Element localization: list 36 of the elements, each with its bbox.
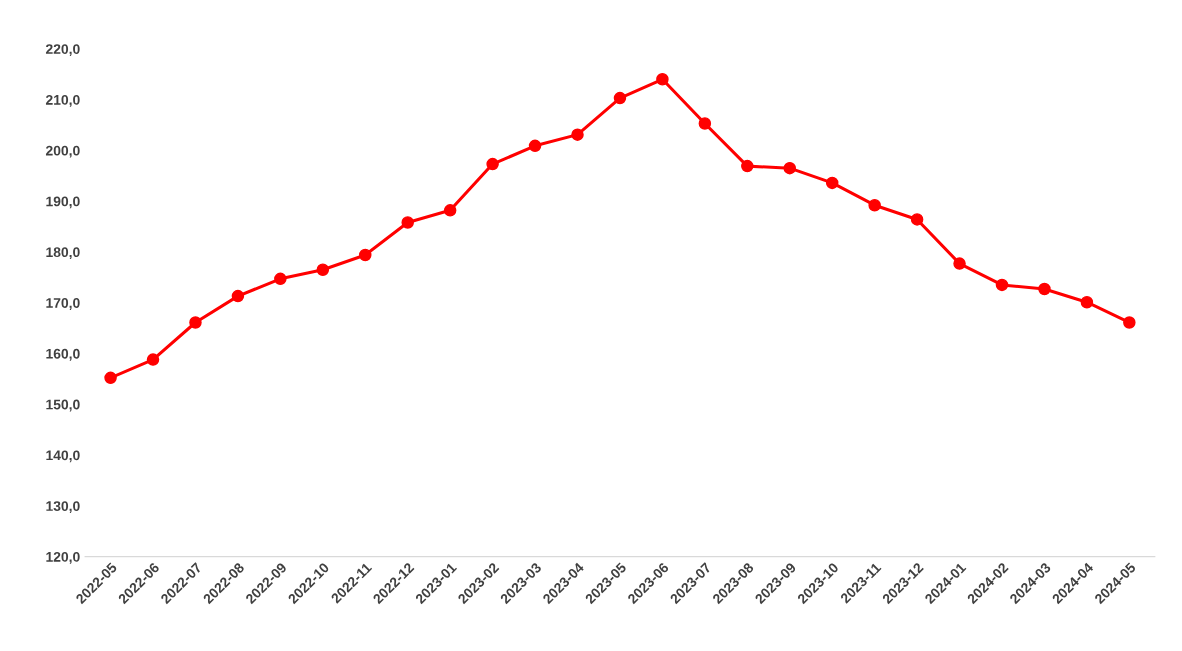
point xyxy=(868,198,881,212)
y-tick-label: 220,0 xyxy=(45,44,80,57)
y-tick-label: 180,0 xyxy=(46,247,80,260)
y-tick-label: 140,0 xyxy=(46,450,80,463)
point xyxy=(571,128,584,141)
point xyxy=(359,248,372,262)
point xyxy=(1038,282,1051,296)
point xyxy=(104,371,117,385)
point xyxy=(825,176,839,190)
y-tick-label: 160,0 xyxy=(46,348,80,361)
point xyxy=(953,257,966,270)
y-tick-label: 130,0 xyxy=(46,501,80,514)
point xyxy=(995,278,1009,292)
point xyxy=(528,139,542,153)
y-tick-label: 120,0 xyxy=(46,551,80,564)
point xyxy=(1080,295,1094,309)
y-tick-label: 150,0 xyxy=(46,399,80,412)
point xyxy=(698,117,712,130)
point xyxy=(443,204,457,217)
point xyxy=(316,263,330,276)
y-tick-label: 210,0 xyxy=(45,94,80,107)
point xyxy=(910,213,924,226)
point xyxy=(401,216,414,229)
y-tick-label: 190,0 xyxy=(46,196,80,209)
point xyxy=(613,91,627,105)
y-tick-label: 170,0 xyxy=(46,298,80,310)
point xyxy=(274,272,287,286)
point xyxy=(741,159,754,173)
point xyxy=(1123,316,1136,329)
point xyxy=(656,73,669,86)
point xyxy=(189,316,202,329)
point xyxy=(231,289,245,303)
point xyxy=(146,353,160,366)
y-tick-label: 200,0 xyxy=(45,145,80,158)
point xyxy=(486,157,499,171)
point xyxy=(783,161,797,175)
